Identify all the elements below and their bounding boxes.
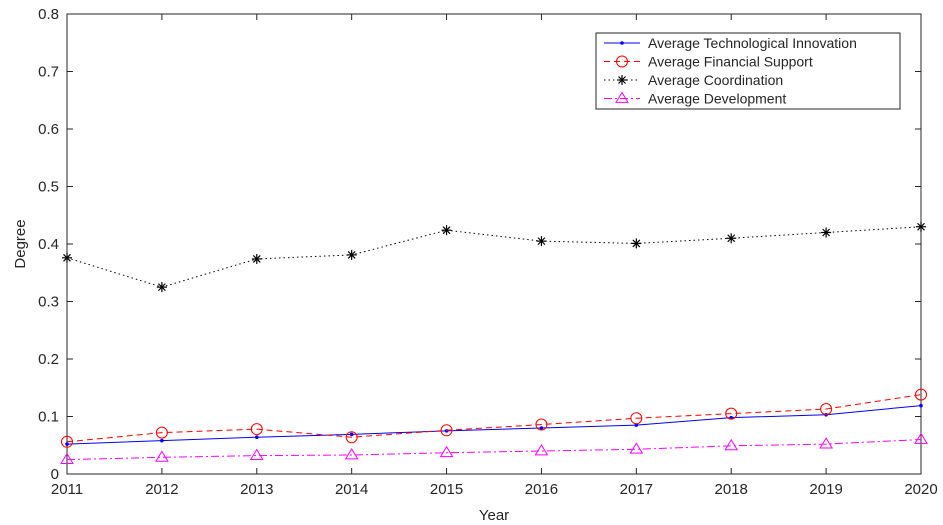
- data-point: [819, 437, 833, 449]
- legend-item: Average Financial Support: [604, 54, 813, 70]
- x-tick-label: 2011: [51, 481, 83, 498]
- y-tick-label: 0.8: [38, 6, 59, 23]
- data-point: [156, 282, 167, 293]
- y-tick-label: 0.2: [38, 351, 59, 368]
- data-point: [536, 236, 547, 247]
- legend-label: Average Financial Support: [648, 54, 813, 70]
- series-layer: [60, 221, 928, 465]
- legend-box: [595, 32, 901, 110]
- x-axis-label: Year: [479, 507, 509, 524]
- legend-item: Average Development: [604, 91, 786, 107]
- data-point: [634, 423, 639, 427]
- series-line: [66, 405, 922, 445]
- data-point: [539, 426, 544, 430]
- data-point: [915, 388, 927, 401]
- legend: Average Technological Innovation Average …: [595, 32, 901, 110]
- data-point: [724, 438, 739, 451]
- data-point: [615, 91, 629, 103]
- data-point: [919, 403, 923, 408]
- y-tick-label: 0.1: [38, 409, 59, 426]
- data-point: [60, 452, 74, 465]
- data-point: [444, 429, 449, 433]
- series-2: [61, 388, 927, 448]
- legend-label: Average Technological Innovation: [648, 35, 857, 51]
- x-axis: 2011 2012 2013 2014 2015 2016 2017 2018 2019 2020: [51, 14, 938, 498]
- y-tick-label: 0.7: [38, 64, 59, 81]
- x-tick-label: 2014: [335, 481, 368, 498]
- data-point: [916, 221, 926, 232]
- series-line: [66, 394, 922, 443]
- data-point: [616, 55, 628, 68]
- y-axis-label: Degree: [12, 219, 29, 268]
- data-point: [344, 448, 359, 460]
- y-tick-label: 0.4: [38, 236, 59, 253]
- data-point: [155, 426, 168, 439]
- series-1: [65, 403, 923, 446]
- data-point: [821, 227, 832, 238]
- data-point: [729, 415, 734, 420]
- y-tick-label: 0.5: [38, 179, 59, 196]
- data-point: [617, 75, 627, 85]
- data-point: [630, 412, 643, 425]
- data-point: [249, 448, 264, 460]
- y-tick-label: 0.3: [38, 294, 59, 311]
- data-point: [620, 41, 624, 45]
- x-tick-label: 2015: [430, 481, 463, 498]
- legend-label: Average Coordination: [648, 72, 783, 88]
- data-point: [726, 233, 737, 244]
- y-axis: 0 0.1 0.2 0.3 0.4 0.5 0.6 0.7 0.8: [38, 6, 921, 483]
- data-point: [440, 424, 453, 437]
- legend-label: Average Development: [648, 91, 786, 107]
- data-point: [345, 431, 358, 444]
- data-point: [61, 435, 73, 448]
- data-point: [439, 445, 454, 458]
- legend-item: Average Technological Innovation: [604, 35, 857, 51]
- data-point: [160, 438, 164, 443]
- data-point: [254, 435, 259, 440]
- data-point: [250, 423, 263, 436]
- data-point: [441, 225, 452, 236]
- data-point: [65, 442, 69, 446]
- data-point: [914, 432, 928, 444]
- x-tick-label: 2016: [525, 481, 558, 498]
- x-tick-label: 2019: [809, 481, 842, 498]
- series-line: [66, 226, 922, 288]
- data-point: [631, 238, 642, 249]
- y-tick-label: 0: [51, 466, 59, 483]
- x-tick-label: 2013: [240, 481, 273, 498]
- data-point: [820, 403, 833, 416]
- y-tick-label: 0.6: [38, 121, 59, 138]
- series-4: [60, 432, 928, 465]
- series-line: [66, 439, 922, 461]
- data-point: [349, 432, 354, 437]
- series-3: [62, 221, 926, 293]
- legend-item: Average Coordination: [604, 72, 783, 88]
- data-point: [535, 418, 548, 431]
- data-point: [629, 442, 644, 454]
- data-point: [534, 444, 549, 456]
- x-tick-label: 2017: [620, 481, 653, 498]
- data-point: [346, 249, 357, 260]
- x-tick-label: 2012: [145, 481, 178, 498]
- data-point: [155, 450, 169, 462]
- data-point: [62, 252, 72, 263]
- data-point: [725, 407, 738, 420]
- x-tick-label: 2020: [904, 481, 937, 498]
- data-point: [251, 253, 262, 264]
- x-tick-label: 2018: [715, 481, 748, 498]
